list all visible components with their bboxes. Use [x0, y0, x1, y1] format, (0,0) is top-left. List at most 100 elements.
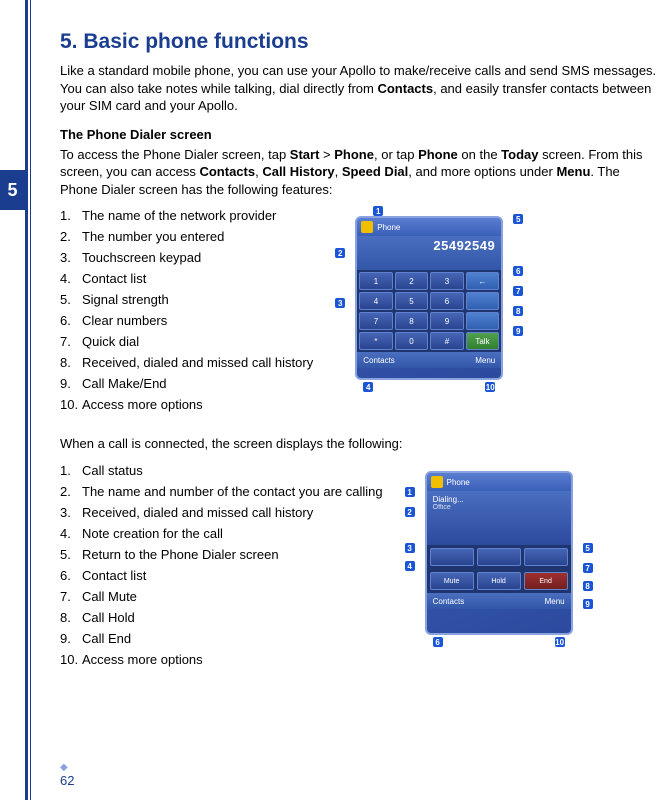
- list-number: 7.: [60, 589, 82, 604]
- section-heading: Basic phone functions: [83, 30, 308, 53]
- list-text: Contact list: [82, 568, 146, 583]
- key-history: [466, 312, 500, 330]
- left-border-thin: [30, 0, 31, 800]
- key-9: 9: [430, 312, 464, 330]
- callout-7: 7: [513, 286, 523, 296]
- btn-history: [430, 548, 474, 566]
- list-text: Call Hold: [82, 610, 135, 625]
- list-item: 3.Received, dialed and missed call histo…: [60, 505, 383, 520]
- mid-text: When a call is connected, the screen dis…: [60, 436, 660, 451]
- list-text: The name and number of the contact you a…: [82, 484, 383, 499]
- key-0: 0: [395, 332, 429, 350]
- list-text: Access more options: [82, 397, 203, 412]
- list-item: 5.Return to the Phone Dialer screen: [60, 547, 383, 562]
- btn-keypad: [524, 548, 568, 566]
- callout-3: 3: [335, 298, 345, 308]
- left-border-thick: [25, 0, 28, 800]
- phone-body-call: Phone Dialing... Office Mute Hold End: [425, 471, 573, 635]
- list-number: 5.: [60, 292, 82, 307]
- phone-title: Phone: [377, 223, 400, 232]
- key-star: *: [359, 332, 393, 350]
- list-item: 6.Clear numbers: [60, 313, 313, 328]
- phone-softkeys-2: Contacts Menu: [427, 593, 571, 609]
- callout-9: 9: [513, 326, 523, 336]
- key-clear: ←: [466, 272, 500, 290]
- list-number: 4.: [60, 271, 82, 286]
- c2-4: 4: [405, 561, 415, 571]
- list-item: 4.Contact list: [60, 271, 313, 286]
- phone-dialer-mock: Phone 25492549 123← 456 789 *0#Talk Cont…: [333, 208, 525, 388]
- list-item: 9.Call Make/End: [60, 376, 313, 391]
- list-number: 9.: [60, 376, 82, 391]
- page-footer: ◆ 62: [60, 762, 74, 788]
- sub-heading: The Phone Dialer screen: [60, 127, 660, 142]
- list-number: 3.: [60, 505, 82, 520]
- list-text: Call Mute: [82, 589, 137, 604]
- list-number: 7.: [60, 334, 82, 349]
- key-7: 7: [359, 312, 393, 330]
- softkey-contacts: Contacts: [363, 356, 395, 365]
- list-text: Clear numbers: [82, 313, 167, 328]
- key-2: 2: [395, 272, 429, 290]
- c2-5: 5: [583, 543, 593, 553]
- call-contact: Office: [433, 504, 565, 511]
- list-text: Signal strength: [82, 292, 169, 307]
- keypad: 123← 456 789 *0#Talk: [357, 270, 501, 352]
- list-number: 3.: [60, 250, 82, 265]
- list-number: 9.: [60, 631, 82, 646]
- list-text: Call Make/End: [82, 376, 167, 391]
- page-content: 5. Basic phone functions Like a standard…: [60, 0, 670, 673]
- list-item: 8.Call Hold: [60, 610, 383, 625]
- list-text: Call status: [82, 463, 143, 478]
- list-item: 6.Contact list: [60, 568, 383, 583]
- start-icon: [361, 221, 373, 233]
- callout-4: 4: [363, 382, 373, 392]
- phone-softkeys: Contacts Menu: [357, 352, 501, 368]
- key-speed: [466, 292, 500, 310]
- list-text: Touchscreen keypad: [82, 250, 201, 265]
- c2-7: 7: [583, 563, 593, 573]
- list-text: Contact list: [82, 271, 146, 286]
- btn-hold: Hold: [477, 572, 521, 590]
- callout-5: 5: [513, 214, 523, 224]
- list-text: The number you entered: [82, 229, 224, 244]
- list-number: 10.: [60, 397, 82, 412]
- sub-paragraph: To access the Phone Dialer screen, tap S…: [60, 146, 660, 199]
- list-text: Received, dialed and missed call history: [82, 505, 313, 520]
- list-number: 6.: [60, 568, 82, 583]
- list-text: Return to the Phone Dialer screen: [82, 547, 279, 562]
- btn-end: End: [524, 572, 568, 590]
- phone-display: 25492549: [357, 236, 501, 270]
- list-number: 1.: [60, 463, 82, 478]
- list-number: 5.: [60, 547, 82, 562]
- section-number: 5.: [60, 30, 78, 53]
- c2-9: 9: [583, 599, 593, 609]
- call-status-text: Dialing...: [433, 495, 565, 504]
- softkey-menu-2: Menu: [545, 597, 565, 606]
- c2-6: 6: [433, 637, 443, 647]
- key-8: 8: [395, 312, 429, 330]
- c2-1: 1: [405, 487, 415, 497]
- list-number: 2.: [60, 229, 82, 244]
- key-5: 5: [395, 292, 429, 310]
- key-talk: Talk: [466, 332, 500, 350]
- key-3: 3: [430, 272, 464, 290]
- list-item: 7.Quick dial: [60, 334, 313, 349]
- list-text: Received, dialed and missed call history: [82, 355, 313, 370]
- list-item: 2.The name and number of the contact you…: [60, 484, 383, 499]
- list-item: 10.Access more options: [60, 397, 313, 412]
- call-buttons-row1: [427, 545, 571, 569]
- phone-titlebar: Phone: [357, 218, 501, 236]
- callout-10: 10: [485, 382, 495, 392]
- feature-list-2: 1.Call status 2.The name and number of th…: [60, 463, 383, 673]
- c2-10: 10: [555, 637, 565, 647]
- list-item: 4.Note creation for the call: [60, 526, 383, 541]
- intro-paragraph: Like a standard mobile phone, you can us…: [60, 62, 660, 115]
- page-number: 62: [60, 773, 74, 788]
- phone-call-mock: Phone Dialing... Office Mute Hold End: [403, 463, 595, 643]
- list-item: 3.Touchscreen keypad: [60, 250, 313, 265]
- list-item: 1.The name of the network provider: [60, 208, 313, 223]
- list-number: 4.: [60, 526, 82, 541]
- btn-mute: Mute: [430, 572, 474, 590]
- list-text: Access more options: [82, 652, 203, 667]
